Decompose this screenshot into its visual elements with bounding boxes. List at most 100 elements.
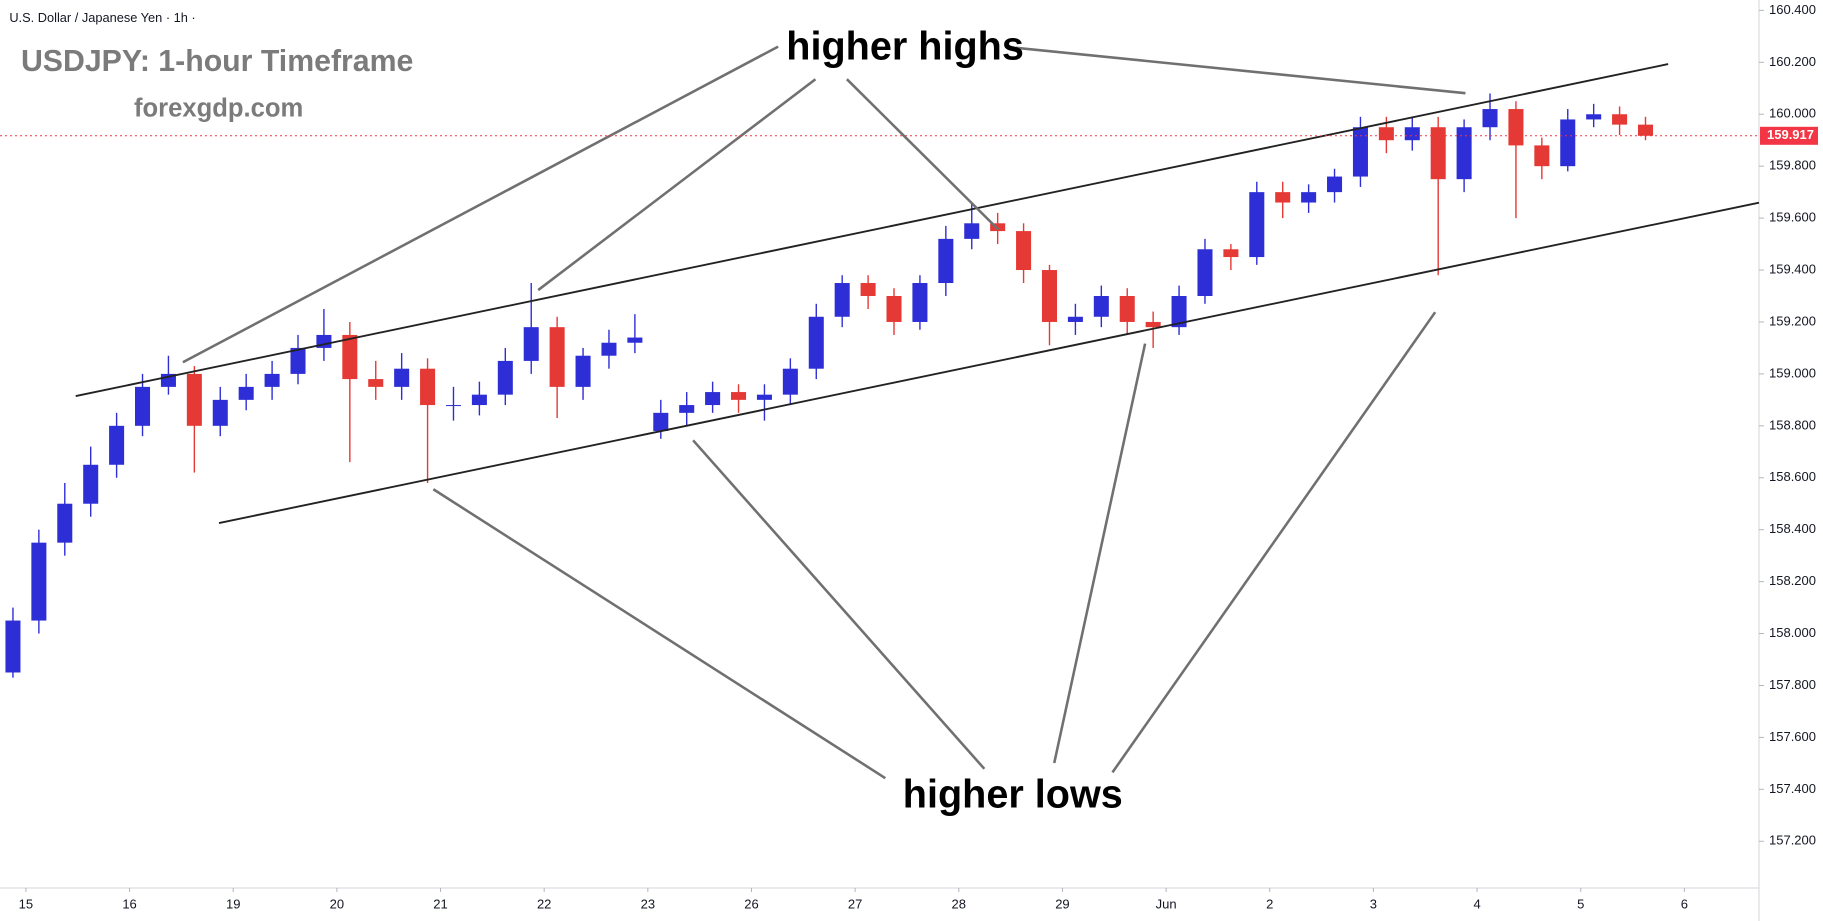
candle-body bbox=[1249, 192, 1265, 258]
annotations: U.S. Dollar / Japanese Yen · 1h · USDJPY… bbox=[9, 10, 1760, 816]
pointer-line bbox=[432, 488, 887, 780]
candle-body bbox=[679, 405, 695, 413]
candle-body bbox=[1119, 296, 1135, 322]
candle-body bbox=[1430, 127, 1446, 180]
candle-body bbox=[1612, 114, 1628, 125]
x-tick-label: 15 bbox=[19, 896, 33, 911]
candle-body bbox=[834, 283, 850, 317]
pointer-line bbox=[1052, 343, 1147, 764]
candle-body bbox=[1067, 316, 1083, 322]
candle-body bbox=[1041, 270, 1058, 322]
candle-body bbox=[1404, 127, 1420, 141]
x-tick-label: 19 bbox=[226, 896, 240, 911]
candle-body bbox=[471, 394, 487, 406]
current-price-box bbox=[1760, 126, 1818, 145]
pointer-line bbox=[537, 78, 817, 292]
x-tick-label: 29 bbox=[1055, 896, 1069, 911]
current-price-label: 159.917 bbox=[1767, 127, 1814, 142]
x-tick-label: 4 bbox=[1473, 896, 1480, 911]
candles bbox=[5, 93, 1654, 678]
x-tick-label: Jun bbox=[1156, 896, 1177, 911]
x-tick-label: 22 bbox=[537, 896, 551, 911]
candle-body bbox=[549, 327, 565, 387]
y-tick-label: 160.200 bbox=[1769, 54, 1816, 69]
candle-body bbox=[808, 316, 824, 369]
candle-body bbox=[886, 296, 902, 322]
candle-body bbox=[1378, 127, 1394, 141]
candle-body bbox=[264, 373, 280, 387]
pointer-line bbox=[1111, 311, 1437, 774]
candle-body bbox=[1145, 321, 1161, 328]
x-tick-label: 21 bbox=[433, 896, 447, 911]
candle-body bbox=[1275, 192, 1291, 203]
y-tick-label: 158.600 bbox=[1769, 469, 1816, 484]
candle-body bbox=[1586, 114, 1602, 120]
y-tick-label: 159.400 bbox=[1769, 261, 1816, 276]
y-tick-label: 158.800 bbox=[1769, 417, 1816, 432]
watermark: forexgdp.com bbox=[134, 94, 303, 122]
symbol-header: U.S. Dollar / Japanese Yen · 1h · bbox=[9, 10, 195, 25]
candle-body bbox=[1534, 145, 1550, 167]
candle-body bbox=[31, 542, 47, 621]
candle-body bbox=[1223, 249, 1239, 258]
candle-body bbox=[57, 503, 73, 543]
candle-body bbox=[523, 327, 539, 361]
candle-body bbox=[1637, 124, 1654, 136]
upper-trendline bbox=[75, 63, 1669, 397]
candle-body bbox=[394, 368, 410, 387]
candle-body bbox=[83, 464, 99, 504]
candle-body bbox=[497, 360, 513, 395]
y-tick-label: 158.200 bbox=[1769, 573, 1816, 588]
y-tick-label: 158.000 bbox=[1769, 625, 1816, 640]
candle-body bbox=[135, 386, 151, 426]
candle-body bbox=[653, 412, 669, 432]
x-tick-label: 6 bbox=[1681, 896, 1688, 911]
candle-body bbox=[1301, 192, 1317, 203]
candle-body bbox=[212, 399, 228, 426]
candle-body bbox=[964, 223, 980, 239]
y-tick-label: 160.000 bbox=[1769, 106, 1816, 121]
y-tick-label: 159.800 bbox=[1769, 158, 1816, 173]
x-tick-label: 5 bbox=[1577, 896, 1584, 911]
x-tick-label: 27 bbox=[848, 896, 862, 911]
candle-body bbox=[1352, 127, 1368, 177]
y-tick-label: 157.400 bbox=[1769, 781, 1816, 796]
candle-body bbox=[731, 392, 747, 400]
x-tick-label: 3 bbox=[1370, 896, 1377, 911]
candle-body bbox=[782, 368, 798, 395]
candle-body bbox=[1327, 176, 1343, 193]
y-tick-label: 157.800 bbox=[1769, 677, 1816, 692]
x-tick-label: 20 bbox=[330, 896, 344, 911]
candle-body bbox=[705, 392, 721, 406]
candle-body bbox=[1508, 109, 1524, 146]
candle-body bbox=[5, 620, 21, 673]
candle-body bbox=[1456, 127, 1472, 180]
candle-body bbox=[627, 337, 643, 343]
x-tick-label: 16 bbox=[122, 896, 136, 911]
y-tick-label: 159.200 bbox=[1769, 313, 1816, 328]
candle-body bbox=[1482, 109, 1498, 128]
y-tick-label: 157.200 bbox=[1769, 833, 1816, 848]
candle-body bbox=[368, 379, 384, 387]
pointer-line bbox=[692, 439, 986, 770]
pointer-line bbox=[182, 45, 779, 364]
candle-body bbox=[938, 238, 954, 284]
x-tick-label: 2 bbox=[1266, 896, 1273, 911]
candle-body bbox=[912, 283, 928, 322]
lower-trendline bbox=[218, 201, 1760, 524]
candle-body bbox=[290, 347, 306, 374]
candle-body bbox=[1560, 119, 1576, 167]
candle-body bbox=[238, 386, 254, 400]
candle-body bbox=[342, 334, 358, 380]
chart-title: USDJPY: 1-hour Timeframe bbox=[21, 45, 413, 78]
annotation-label: higher lows bbox=[903, 772, 1123, 816]
y-tick-label: 158.400 bbox=[1769, 521, 1816, 536]
pointer-line bbox=[1015, 46, 1466, 95]
y-tick-label: 159.600 bbox=[1769, 210, 1816, 225]
candle-body bbox=[575, 355, 591, 387]
x-tick-label: 23 bbox=[641, 896, 655, 911]
candle-body bbox=[1016, 231, 1032, 271]
candle-body bbox=[445, 405, 461, 407]
x-tick-label: 28 bbox=[952, 896, 966, 911]
